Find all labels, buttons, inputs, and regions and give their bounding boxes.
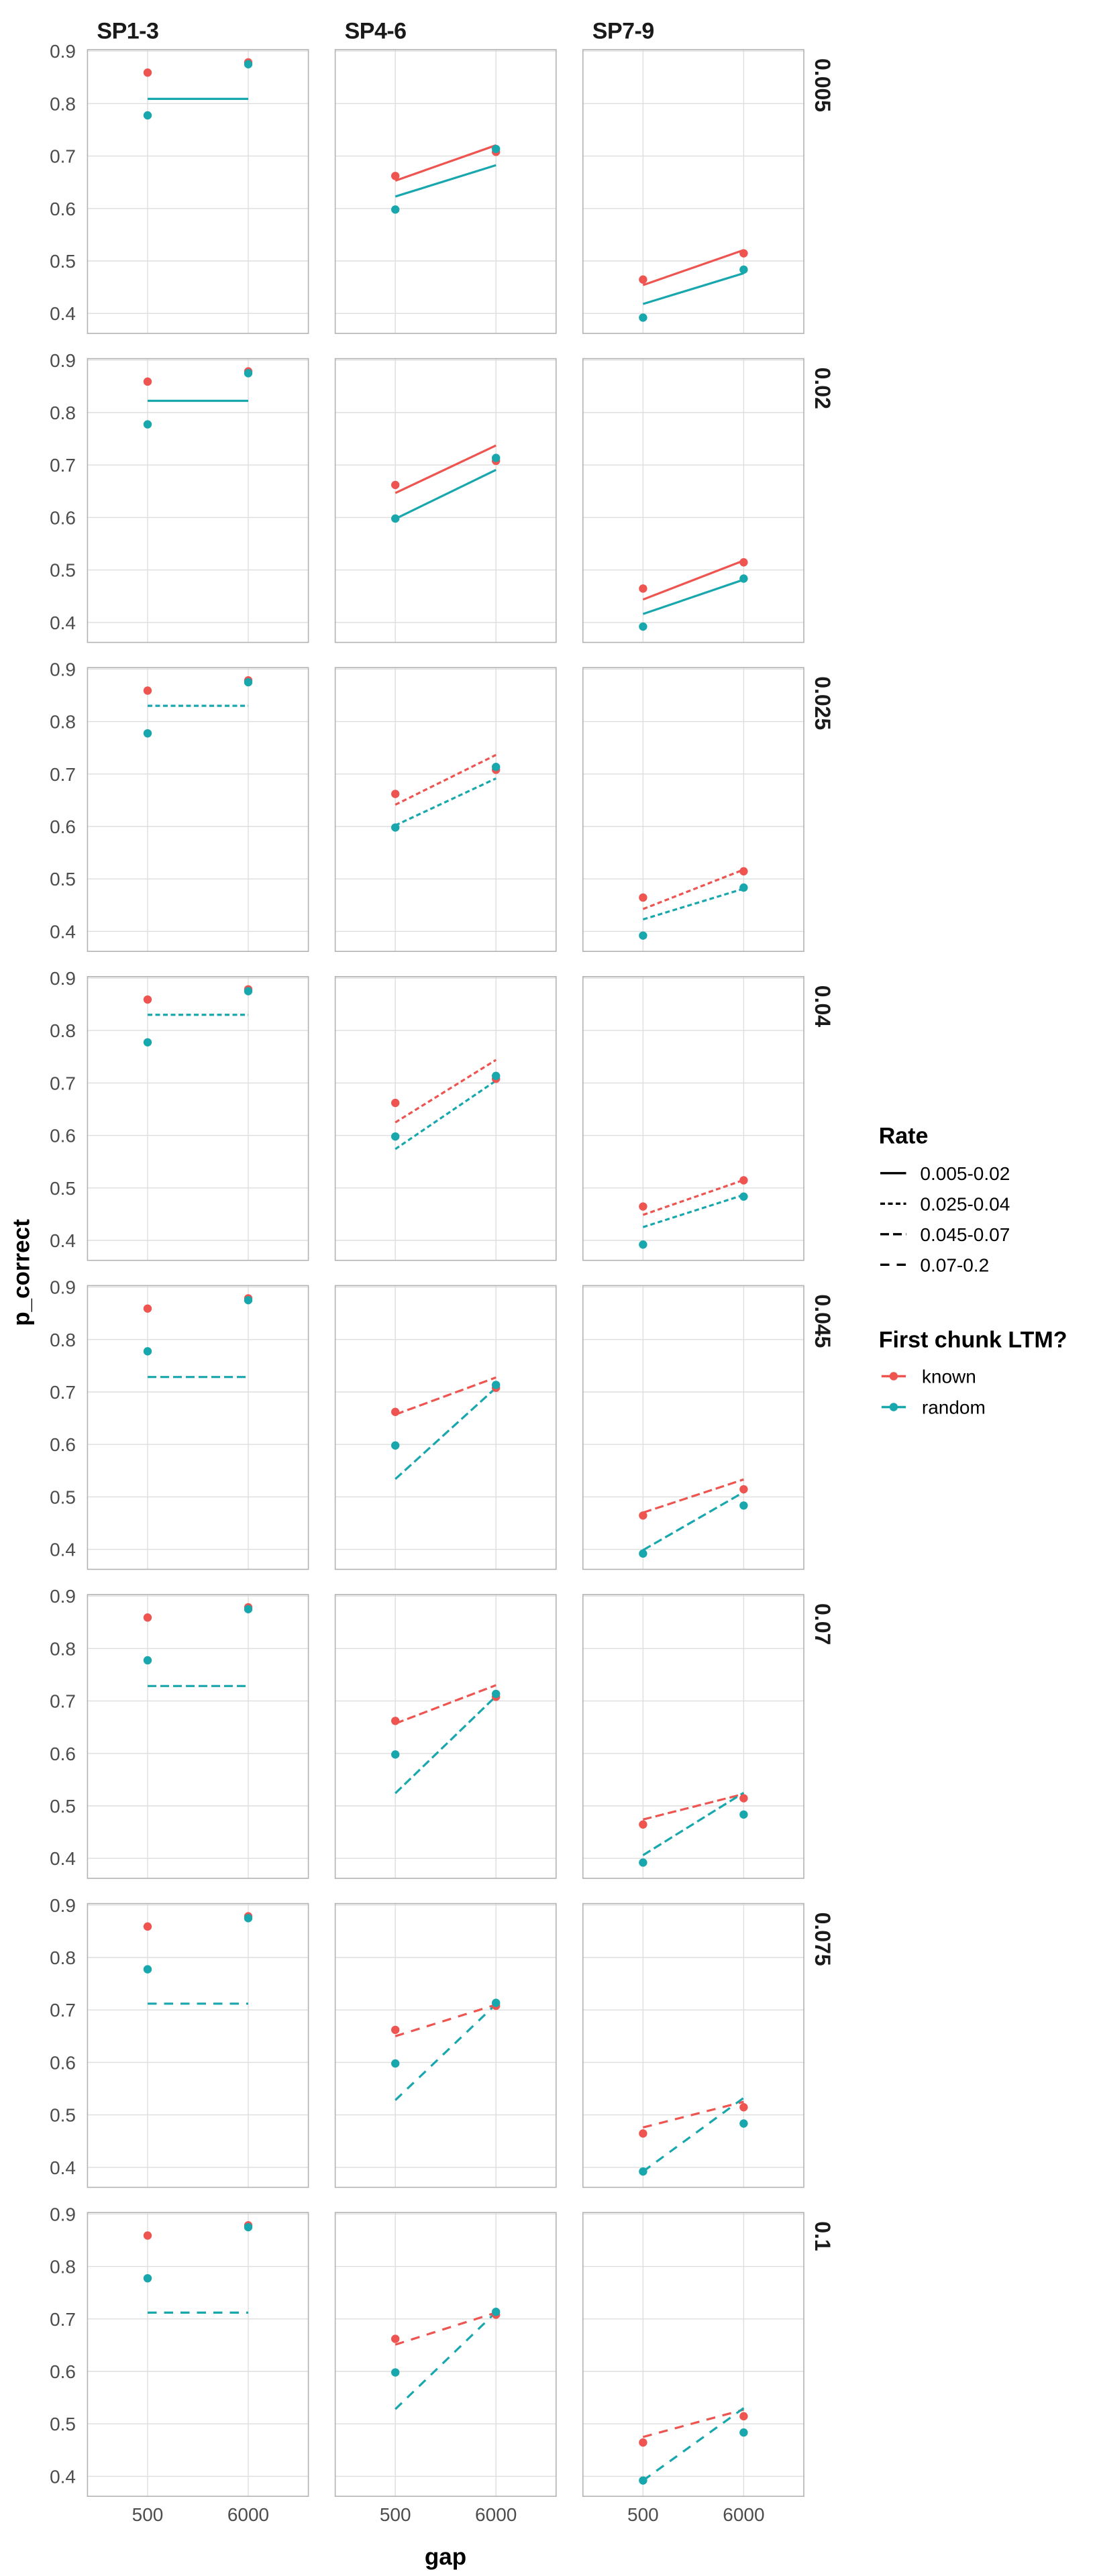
- svg-text:0.4: 0.4: [50, 2466, 76, 2487]
- svg-text:0.7: 0.7: [50, 146, 76, 167]
- svg-text:0.6: 0.6: [50, 507, 76, 528]
- svg-text:0.5: 0.5: [50, 2414, 76, 2434]
- svg-text:0.1: 0.1: [811, 2221, 835, 2251]
- svg-text:0.045: 0.045: [811, 1294, 835, 1348]
- svg-text:0.8: 0.8: [50, 93, 76, 114]
- svg-text:0.4: 0.4: [50, 1848, 76, 1869]
- svg-text:0.9: 0.9: [50, 1277, 76, 1298]
- svg-text:known: known: [922, 1366, 976, 1387]
- svg-text:0.005-0.02: 0.005-0.02: [920, 1163, 1010, 1184]
- svg-text:0.025-0.04: 0.025-0.04: [920, 1193, 1010, 1214]
- svg-text:0.5: 0.5: [50, 2105, 76, 2126]
- svg-text:0.6: 0.6: [50, 2052, 76, 2073]
- svg-text:0.5: 0.5: [50, 251, 76, 272]
- svg-text:0.8: 0.8: [50, 2257, 76, 2277]
- svg-text:500: 500: [627, 2504, 659, 2525]
- svg-text:0.9: 0.9: [50, 1586, 76, 1607]
- svg-text:SP1-3: SP1-3: [97, 19, 158, 44]
- svg-text:0.9: 0.9: [50, 41, 76, 62]
- svg-text:0.4: 0.4: [50, 612, 76, 633]
- svg-text:0.8: 0.8: [50, 1330, 76, 1350]
- svg-text:0.8: 0.8: [50, 1947, 76, 1968]
- svg-text:0.9: 0.9: [50, 350, 76, 371]
- svg-text:0.6: 0.6: [50, 1743, 76, 1764]
- svg-text:0.6: 0.6: [50, 1126, 76, 1146]
- svg-text:0.8: 0.8: [50, 402, 76, 423]
- svg-text:0.045-0.07: 0.045-0.07: [920, 1224, 1010, 1245]
- svg-text:6000: 6000: [723, 2504, 764, 2525]
- svg-text:500: 500: [380, 2504, 411, 2525]
- svg-text:0.6: 0.6: [50, 199, 76, 219]
- svg-text:0.9: 0.9: [50, 1895, 76, 1916]
- svg-text:0.5: 0.5: [50, 869, 76, 890]
- svg-text:0.7: 0.7: [50, 1691, 76, 1712]
- svg-text:0.7: 0.7: [50, 455, 76, 476]
- svg-text:0.5: 0.5: [50, 560, 76, 581]
- svg-text:0.7: 0.7: [50, 1382, 76, 1403]
- svg-text:0.9: 0.9: [50, 2204, 76, 2224]
- svg-text:SP4-6: SP4-6: [345, 19, 407, 44]
- svg-text:0.07-0.2: 0.07-0.2: [920, 1254, 989, 1275]
- svg-text:0.7: 0.7: [50, 2309, 76, 2330]
- svg-text:0.02: 0.02: [811, 368, 835, 409]
- svg-text:0.04: 0.04: [811, 985, 835, 1027]
- svg-text:0.4: 0.4: [50, 2157, 76, 2178]
- svg-text:0.07: 0.07: [811, 1603, 835, 1645]
- svg-text:SP7-9: SP7-9: [592, 19, 654, 44]
- svg-text:0.4: 0.4: [50, 1540, 76, 1560]
- svg-text:0.9: 0.9: [50, 659, 76, 680]
- svg-text:0.025: 0.025: [811, 676, 835, 730]
- svg-text:0.4: 0.4: [50, 1230, 76, 1251]
- svg-text:0.005: 0.005: [811, 58, 835, 112]
- svg-text:0.075: 0.075: [811, 1913, 835, 1966]
- svg-text:6000: 6000: [475, 2504, 517, 2525]
- svg-text:0.8: 0.8: [50, 1020, 76, 1041]
- svg-text:0.8: 0.8: [50, 1638, 76, 1659]
- svg-text:0.5: 0.5: [50, 1796, 76, 1817]
- svg-text:500: 500: [132, 2504, 164, 2525]
- svg-text:0.7: 0.7: [50, 2000, 76, 2021]
- svg-text:0.4: 0.4: [50, 303, 76, 324]
- svg-text:0.5: 0.5: [50, 1487, 76, 1507]
- svg-text:0.6: 0.6: [50, 1434, 76, 1455]
- svg-text:First chunk LTM?: First chunk LTM?: [879, 1328, 1067, 1353]
- svg-text:0.6: 0.6: [50, 2361, 76, 2382]
- svg-text:0.4: 0.4: [50, 921, 76, 942]
- svg-text:6000: 6000: [227, 2504, 269, 2525]
- svg-text:0.9: 0.9: [50, 968, 76, 989]
- svg-text:0.7: 0.7: [50, 764, 76, 785]
- svg-text:0.7: 0.7: [50, 1073, 76, 1093]
- svg-text:gap: gap: [425, 2544, 466, 2570]
- svg-text:0.6: 0.6: [50, 816, 76, 837]
- svg-text:Rate: Rate: [879, 1124, 929, 1149]
- svg-text:p_correct: p_correct: [9, 1219, 35, 1326]
- svg-text:0.8: 0.8: [50, 712, 76, 733]
- svg-text:0.5: 0.5: [50, 1178, 76, 1199]
- svg-text:random: random: [922, 1397, 986, 1418]
